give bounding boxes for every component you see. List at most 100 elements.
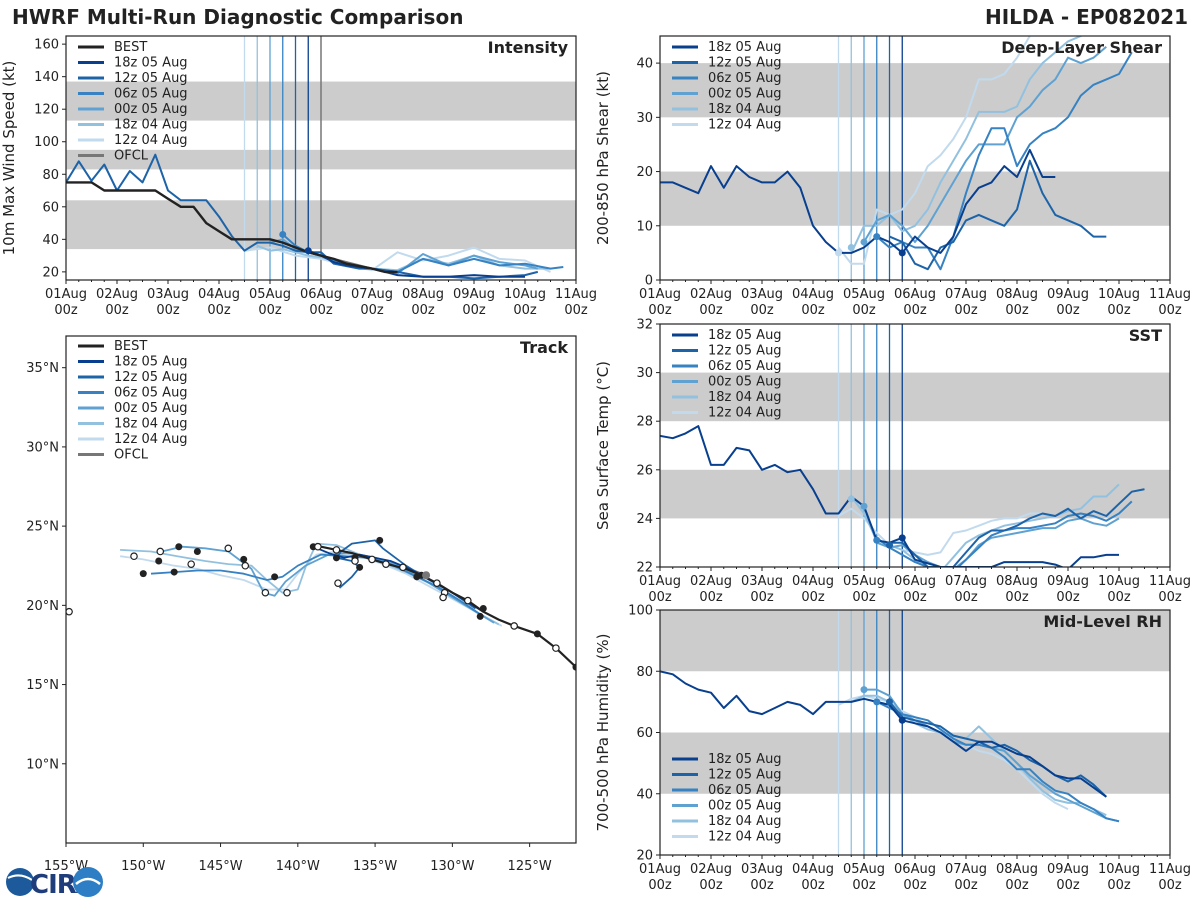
sst-xtick-label: 06Aug	[894, 574, 936, 589]
track-legend-label: 12z 04 Aug	[114, 432, 188, 447]
rh-band	[660, 732, 1170, 794]
rh-legend-label: 18z 04 Aug	[708, 814, 782, 829]
intensity-panel: 01Aug00z02Aug00z03Aug00z04Aug00z05Aug00z…	[0, 35, 597, 318]
shear-frame	[659, 35, 1171, 281]
shear-legend-label: 06z 05 Aug	[708, 71, 782, 86]
track-xtick-label: 145°W	[198, 859, 242, 874]
shear-plot-area	[660, 36, 1170, 280]
rh-legend-label: 06z 05 Aug	[708, 783, 782, 798]
rh-xtick-label: 08Aug	[996, 862, 1038, 877]
shear-xtick-sublabel: 00z	[1158, 303, 1182, 318]
sst-xtick-label: 02Aug	[690, 574, 732, 589]
shear-xtick-label: 01Aug	[639, 287, 681, 302]
rh-frame	[659, 609, 1171, 856]
sst-init-marker	[886, 541, 893, 549]
shear-xtick-label: 09Aug	[1047, 287, 1089, 302]
track-ytick-label: 30°N	[26, 440, 59, 455]
sst-legend-label: 18z 04 Aug	[708, 390, 782, 405]
shear-title: Deep-Layer Shear	[1001, 38, 1162, 57]
sst-ytick-label: 22	[636, 561, 653, 576]
intensity-xtick-sublabel: 00z	[207, 303, 231, 318]
shear-init-marker	[873, 233, 881, 241]
sst-series-06z-05-aug	[876, 500, 1133, 567]
track-ytick-label: 10°N	[26, 757, 59, 772]
track-position-marker	[572, 663, 576, 671]
rh-xtick-sublabel: 00z	[852, 878, 876, 893]
sst-xtick-label: 10Aug	[1098, 574, 1140, 589]
intensity-init-marker	[304, 247, 312, 255]
intensity-legend-label: 00z 05 Aug	[114, 102, 188, 117]
track-position-marker	[533, 630, 541, 638]
track-position-marker	[240, 555, 248, 563]
rh-xtick-label: 04Aug	[792, 862, 834, 877]
intensity-frame	[65, 35, 577, 281]
sst-ytick-label: 32	[636, 318, 653, 333]
intensity-title: Intensity	[488, 38, 569, 57]
shear-init-marker	[860, 238, 868, 246]
track-series-best	[320, 545, 576, 668]
shear-xtick-sublabel: 00z	[852, 303, 876, 318]
intensity-xtick-label: 11Aug	[555, 287, 597, 302]
track-series-00z-05-aug	[161, 545, 495, 624]
sst-xtick-label: 08Aug	[996, 574, 1038, 589]
rh-xtick-sublabel: 00z	[1107, 878, 1131, 893]
rh-series-18z-05-aug	[660, 670, 1107, 798]
shear-legend-label: 12z 05 Aug	[708, 56, 782, 71]
shear-xtick-label: 10Aug	[1098, 287, 1140, 302]
shear-xtick-label: 06Aug	[894, 287, 936, 302]
track-legend-label: 00z 05 Aug	[114, 401, 188, 416]
intensity-legend-label: 12z 05 Aug	[114, 71, 188, 86]
sst-xtick-sublabel: 00z	[1107, 590, 1131, 605]
shear-series-12z-05-aug	[889, 159, 1107, 271]
rh-legend-label: 00z 05 Aug	[708, 799, 782, 814]
intensity-ytick-label: 160	[34, 38, 59, 53]
sst-xtick-label: 11Aug	[1149, 574, 1191, 589]
intensity-ytick-label: 80	[42, 168, 59, 183]
sst-title: SST	[1129, 326, 1162, 345]
rh-title: Mid-Level RH	[1043, 612, 1162, 631]
rh-xtick-label: 06Aug	[894, 862, 936, 877]
sst-series-12z-05-aug	[889, 488, 1145, 567]
track-open-marker	[187, 560, 195, 568]
track-ytick-label: 15°N	[26, 678, 59, 693]
shear-legend-label: 18z 05 Aug	[708, 40, 782, 55]
sst-panel: 01Aug00z02Aug00z03Aug00z04Aug00z05Aug00z…	[594, 318, 1191, 606]
intensity-xtick-label: 07Aug	[351, 287, 393, 302]
shear-xtick-label: 04Aug	[792, 287, 834, 302]
track-ytick-label: 25°N	[26, 520, 59, 535]
rh-legend-label: 12z 05 Aug	[708, 768, 782, 783]
intensity-series-best	[66, 181, 398, 274]
intensity-ytick-label: 60	[42, 200, 59, 215]
track-open-marker	[439, 593, 447, 602]
rh-xtick-sublabel: 00z	[648, 878, 672, 893]
intensity-legend-label: 12z 04 Aug	[114, 133, 188, 148]
intensity-xtick-label: 10Aug	[504, 287, 546, 302]
intensity-xtick-sublabel: 00z	[54, 303, 78, 318]
shear-xtick-sublabel: 00z	[903, 303, 927, 318]
track-position-marker	[376, 536, 384, 544]
rh-xtick-label: 01Aug	[639, 862, 681, 877]
rh-ylabel: 700-500 hPa Humidity (%)	[594, 633, 612, 831]
shear-init-marker	[847, 243, 855, 251]
sst-frame	[659, 323, 1171, 568]
sst-xtick-label: 03Aug	[741, 574, 783, 589]
sst-xtick-label: 09Aug	[1047, 574, 1089, 589]
rh-xtick-sublabel: 00z	[903, 878, 927, 893]
intensity-xtick-label: 04Aug	[198, 287, 240, 302]
shear-ytick-label: 20	[636, 165, 653, 180]
intensity-legend-label: 18z 04 Aug	[114, 118, 188, 133]
rh-xtick-sublabel: 00z	[1005, 878, 1029, 893]
rh-legend-label: 18z 05 Aug	[708, 752, 782, 767]
shear-ytick-label: 10	[636, 219, 653, 234]
sst-xtick-label: 05Aug	[843, 574, 885, 589]
figure-title: HWRF Multi-Run Diagnostic Comparison	[12, 5, 463, 29]
rh-band	[660, 610, 1170, 672]
intensity-legend-label: BEST	[114, 40, 147, 55]
rh-legend-label: 12z 04 Aug	[708, 830, 782, 845]
intensity-ytick-label: 40	[42, 233, 59, 248]
rh-xtick-label: 07Aug	[945, 862, 987, 877]
track-xtick-label: 135°W	[353, 859, 397, 874]
intensity-xtick-sublabel: 00z	[513, 303, 537, 318]
shear-xtick-sublabel: 00z	[801, 303, 825, 318]
